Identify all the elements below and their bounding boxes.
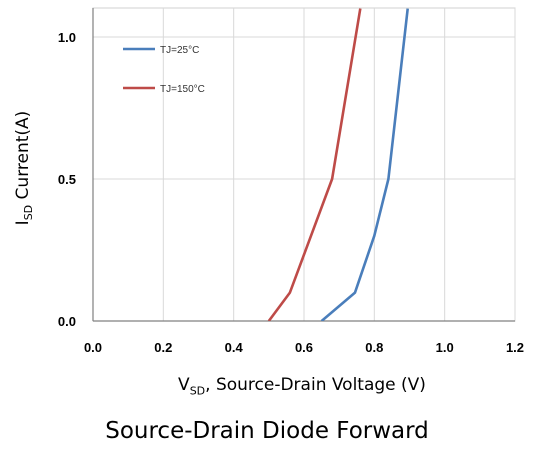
x-axis-label-sub: SD [189,384,206,398]
legend-label: TJ=25°C [160,45,199,56]
x-axis-label-main: V [178,375,190,395]
x-tick-label: 0.6 [295,340,313,355]
y-tick-label: 0.0 [58,314,76,329]
x-tick-label: 1.2 [506,340,524,355]
y-tick-label: 1.0 [58,30,76,45]
y-axis-label: ISD Current(A) [13,111,35,226]
x-tick-label: 1.0 [436,340,454,355]
y-tick-label: 0.5 [58,172,76,187]
x-tick-label: 0.8 [365,340,383,355]
y-tick-labels: 0.0 0.5 1.0 [58,30,76,329]
x-axis-label-rest: , Source‐Drain Voltage (V) [205,375,426,395]
axes [92,8,515,322]
x-tick-labels: 0.0 0.2 0.4 0.6 0.8 1.0 1.2 [84,340,524,355]
y-axis-label-rest: Current(A) [13,111,33,205]
grid [93,8,516,321]
chart-caption: Source‐Drain Diode Forward [105,418,429,444]
series-lines [267,8,409,321]
legend-label: TJ=150°C [160,84,205,95]
y-axis-label-main: I [13,220,33,225]
x-tick-label: 0.2 [154,340,172,355]
x-tick-label: 0.0 [84,340,102,355]
chart: 0.0 0.2 0.4 0.6 0.8 1.0 1.2 0.00.51.0 TJ=25°CT… [13,7,524,355]
y-axis-label-sub: SD [22,205,35,220]
x-tick-label: 0.4 [225,340,244,355]
x-axis-label: VSD, Source‐Drain Voltage (V) [90,375,514,397]
series-line-2 [267,8,362,321]
legend: TJ=25°C TJ=150°C [123,45,205,95]
series-line-1 [320,8,409,321]
